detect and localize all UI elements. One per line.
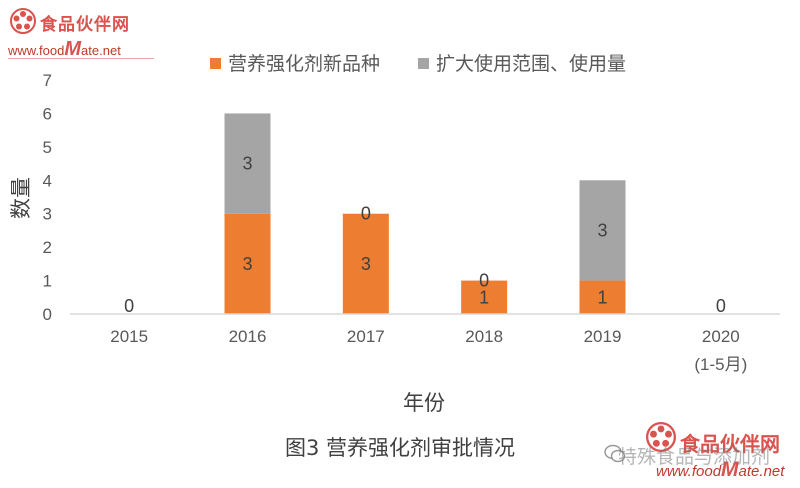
legend-label-2: 扩大使用范围、使用量 [436,53,626,75]
watermark-name: 食品伙伴网 [680,432,780,456]
y-tick-label: 4 [43,171,52,190]
figure-caption: 图3 营养强化剂审批情况 [284,436,516,460]
x-tick-label: 2018 [465,327,503,346]
y-tick-label: 7 [43,71,52,90]
x-axis: 2015 2016 2017 2018 2019 2020 (1-5月) [70,313,780,374]
legend-label-1: 营养强化剂新品种 [228,53,380,75]
legend-swatch-2 [418,58,429,69]
logo-foodmate: 食品伙伴网 www.foodMate.net [4,4,154,60]
data-label: 0 [124,296,134,316]
x-tick-sublabel: (1-5月) [694,355,747,374]
bar-expanded-use-2019 [579,180,626,281]
watermark-url: www.foodMate.net [656,458,785,481]
data-label: 1 [479,287,489,307]
y-tick-label: 3 [43,205,52,224]
wechat-icon [604,444,626,463]
bar-new-variety-2017 [342,213,389,314]
data-label: 0 [361,204,371,224]
chart-bars [224,113,626,314]
x-axis-title: 年份 [403,391,445,415]
bar-new-variety-2019 [579,280,626,314]
watermark-overlay-text: 特殊食品与添加剂 [618,446,771,468]
data-label: 3 [361,254,371,274]
data-label: 3 [597,220,607,240]
data-label: 0 [716,296,726,316]
data-label: 1 [597,287,607,307]
chart-legend: 营养强化剂新品种 扩大使用范围、使用量 [210,53,626,75]
y-axis-title: 数量 [9,177,33,219]
y-tick-label: 6 [43,104,52,123]
bar-new-variety-2018 [461,280,508,314]
y-tick-label: 5 [43,138,52,157]
y-tick-label: 2 [43,238,52,257]
x-tick-label: 2020 [702,327,740,346]
flower-logo-icon [10,8,36,34]
x-tick-label: 2017 [347,327,385,346]
flower-logo-icon [646,422,676,452]
data-label: 0 [479,271,489,291]
x-tick-label: 2015 [110,327,148,346]
watermark: 食品伙伴网 www.foodMate.net 特殊食品与添加剂 [604,420,800,488]
x-tick-label: 2016 [229,327,267,346]
logo-name: 食品伙伴网 [40,15,130,35]
data-label: 3 [242,154,252,174]
y-tick-label: 1 [43,272,52,291]
y-tick-label: 0 [43,305,52,324]
data-label: 3 [242,254,252,274]
bar-new-variety-2016 [224,213,271,314]
legend-swatch-1 [210,58,221,69]
logo-underline [8,58,154,59]
x-tick-label: 2019 [584,327,622,346]
logo-url: www.foodMate.net [8,38,121,60]
y-axis: 0 1 2 3 4 5 6 7 [43,71,52,324]
bar-expanded-use-2016 [224,113,271,214]
